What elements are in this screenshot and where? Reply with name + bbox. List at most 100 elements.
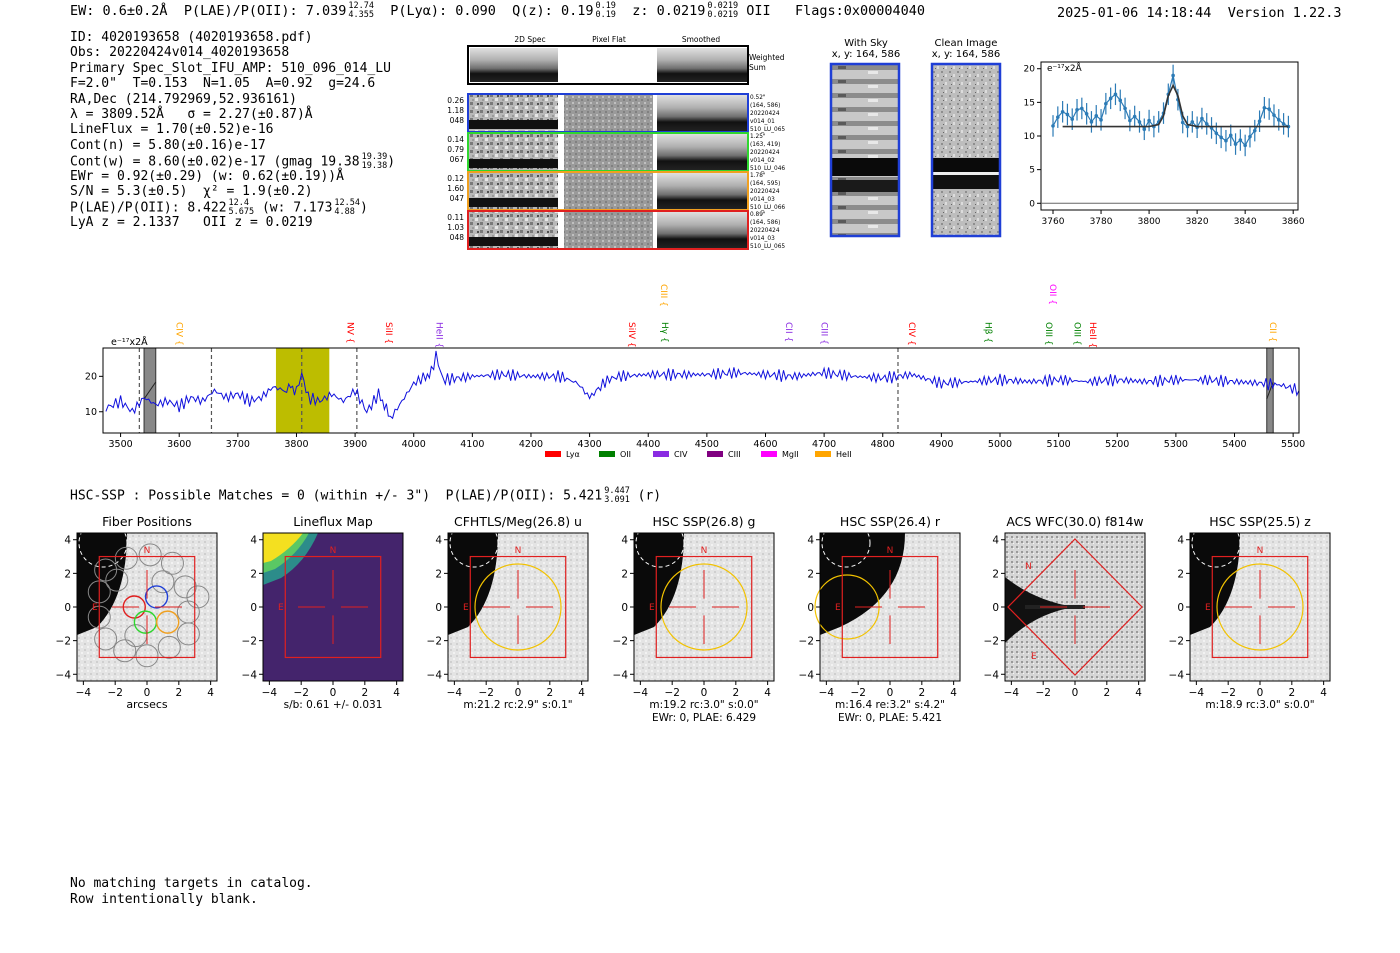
- panel-plae: EWr: 0, PLAE: 6.429: [652, 712, 756, 724]
- east-marker: E: [649, 603, 655, 613]
- x-tick-label: 5300: [1164, 439, 1188, 450]
- north-marker: N: [144, 546, 151, 556]
- x-tick-label: 2: [546, 687, 553, 699]
- y-tick-label: −2: [427, 636, 442, 648]
- flags-value: Flags:0x00004040: [795, 3, 926, 19]
- zoom-data-point: [1118, 98, 1123, 103]
- y-tick-label: 4: [1177, 535, 1184, 547]
- x-tick-label: 4000: [402, 439, 426, 450]
- summary-header: EW: 0.6±0.2Å P(LAE)/P(OII): 7.039 12.74 4.…: [70, 2, 925, 20]
- cutout-left-label: 1.60: [447, 184, 464, 193]
- x-tick-label: −2: [107, 687, 122, 699]
- hsc-band: (r): [637, 488, 662, 504]
- zoom-data-point: [1147, 118, 1151, 123]
- plae-text: P(LAE)/P(OII): 8.422: [70, 200, 227, 216]
- cutout-left-label: 1.18: [447, 106, 464, 115]
- zoom-spectrum-chart: 3760 3780 3800 3820 3840 3860 0 5 10 15 20 e⁻¹⁷x2Å: [1024, 61, 1305, 227]
- y-tick-label: 0: [992, 602, 999, 614]
- info-plae-lower: 5.675: [228, 207, 255, 218]
- emission-line-label: SiIV {: [626, 322, 636, 348]
- y-tick-label: 4: [64, 535, 71, 547]
- y-tick-label: −2: [242, 636, 257, 648]
- fiber-circle: [176, 622, 200, 646]
- north-marker: N: [701, 546, 708, 556]
- cutout-right-label: 510_LU_065: [750, 244, 785, 250]
- datetime: 2025-01-06 14:18:44: [1057, 5, 1212, 21]
- x-tick-label: −4: [633, 687, 649, 699]
- with-sky-image: [829, 62, 901, 238]
- x-tick-label: 2: [175, 687, 182, 699]
- x-tick-label: 3700: [226, 439, 250, 450]
- north-marker: N: [1025, 562, 1032, 572]
- y-tick-label: 10: [1024, 132, 1036, 142]
- zoom-data-point: [1190, 120, 1195, 124]
- cutout-right-label: v014_03: [750, 197, 775, 203]
- x-tick-label: 0: [330, 687, 337, 699]
- x-tick-label: 0: [887, 687, 894, 699]
- y-tick-label: 4: [250, 535, 257, 547]
- selected-fiber: [144, 585, 169, 609]
- cutout-2d-band: [469, 237, 558, 246]
- x-tick-label: 5200: [1105, 439, 1129, 450]
- header-right: 2025-01-06 14:18:44 Version 1.22.3: [1057, 5, 1342, 21]
- cutout-left-label: 0.26: [447, 96, 464, 105]
- x-tick-label: 3840: [1234, 217, 1257, 227]
- ew-value: EW: 0.6±0.2Å: [70, 3, 168, 19]
- legend-label: CIV: [674, 450, 688, 459]
- fiber-circle: [157, 635, 181, 659]
- zoom-data-point: [1262, 105, 1267, 110]
- emission-line-label: CII {: [1267, 322, 1277, 342]
- x-tick-label: 2: [732, 687, 739, 699]
- legend-swatch: [815, 451, 831, 457]
- y-tick-label: 4: [992, 535, 999, 547]
- y-tick-label: 2: [807, 568, 814, 580]
- legend-label: Lyα: [566, 450, 580, 459]
- selected-fiber: [155, 610, 180, 634]
- zoom-data-point: [1281, 122, 1286, 126]
- legend-swatch: [761, 451, 777, 457]
- zoom-data-point: [1204, 122, 1209, 126]
- emission-line-label: CIV {: [906, 322, 916, 346]
- x-tick-label: 4: [393, 687, 400, 699]
- zoom-data-point: [1185, 124, 1190, 129]
- x-tick-label: 2: [1103, 687, 1110, 699]
- x-tick-label: 3800: [284, 439, 308, 450]
- cutout-right-label: v014_01: [750, 119, 775, 125]
- cutout-panel: N E −4 −4 −2 −2 0 0 2 2 4 4 HSC SSP(26.8) g m:19.2 rc…: [613, 514, 775, 724]
- fiber-circle: [186, 585, 210, 609]
- z-lower: 0.0219: [707, 10, 739, 20]
- y-tick-label: 4: [807, 535, 814, 547]
- x-tick-label: 0: [144, 687, 151, 699]
- y-tick-label: 0: [1029, 199, 1035, 209]
- cutout-pixel-flat: [564, 134, 653, 170]
- lineflux-core: [263, 533, 303, 563]
- x-tick-label: 4500: [695, 439, 719, 450]
- fiber-circle: [151, 570, 175, 594]
- cutout-right-label: v014_03: [750, 236, 775, 242]
- weighted-label: Weighted: [749, 53, 785, 62]
- x-tick-label: 0: [1257, 687, 1264, 699]
- y-tick-label: 10: [85, 407, 97, 418]
- cutout-right-label: (164, 595): [750, 181, 780, 187]
- x-tick-label: 3760: [1042, 217, 1065, 227]
- fiber-circle: [94, 627, 118, 651]
- x-tick-label: 4600: [753, 439, 777, 450]
- east-marker: E: [1205, 603, 1211, 613]
- info-ewr: EWr = 0.92(±0.29) (w: 0.62(±0.19))Å: [70, 168, 344, 184]
- with-sky-coord: x, y: 164, 586: [831, 49, 901, 60]
- zoom-data-point: [1070, 117, 1075, 121]
- col-pixel-flat: Pixel Flat: [592, 35, 626, 44]
- y-tick-label: −2: [56, 636, 71, 648]
- clean-image-title: Clean Image: [934, 38, 998, 49]
- cutout-left-label: 0.11: [447, 213, 464, 222]
- sky-images: [829, 62, 1002, 238]
- detection-window: [275, 348, 330, 433]
- hsc-summary: HSC-SSP : Possible Matches = 0 (within +…: [70, 487, 661, 505]
- fiber-circle: [113, 639, 137, 663]
- cutout-right-label: 20220424: [750, 150, 780, 156]
- neighbor-circle: [821, 518, 871, 568]
- y-tick-label: −4: [1169, 669, 1185, 681]
